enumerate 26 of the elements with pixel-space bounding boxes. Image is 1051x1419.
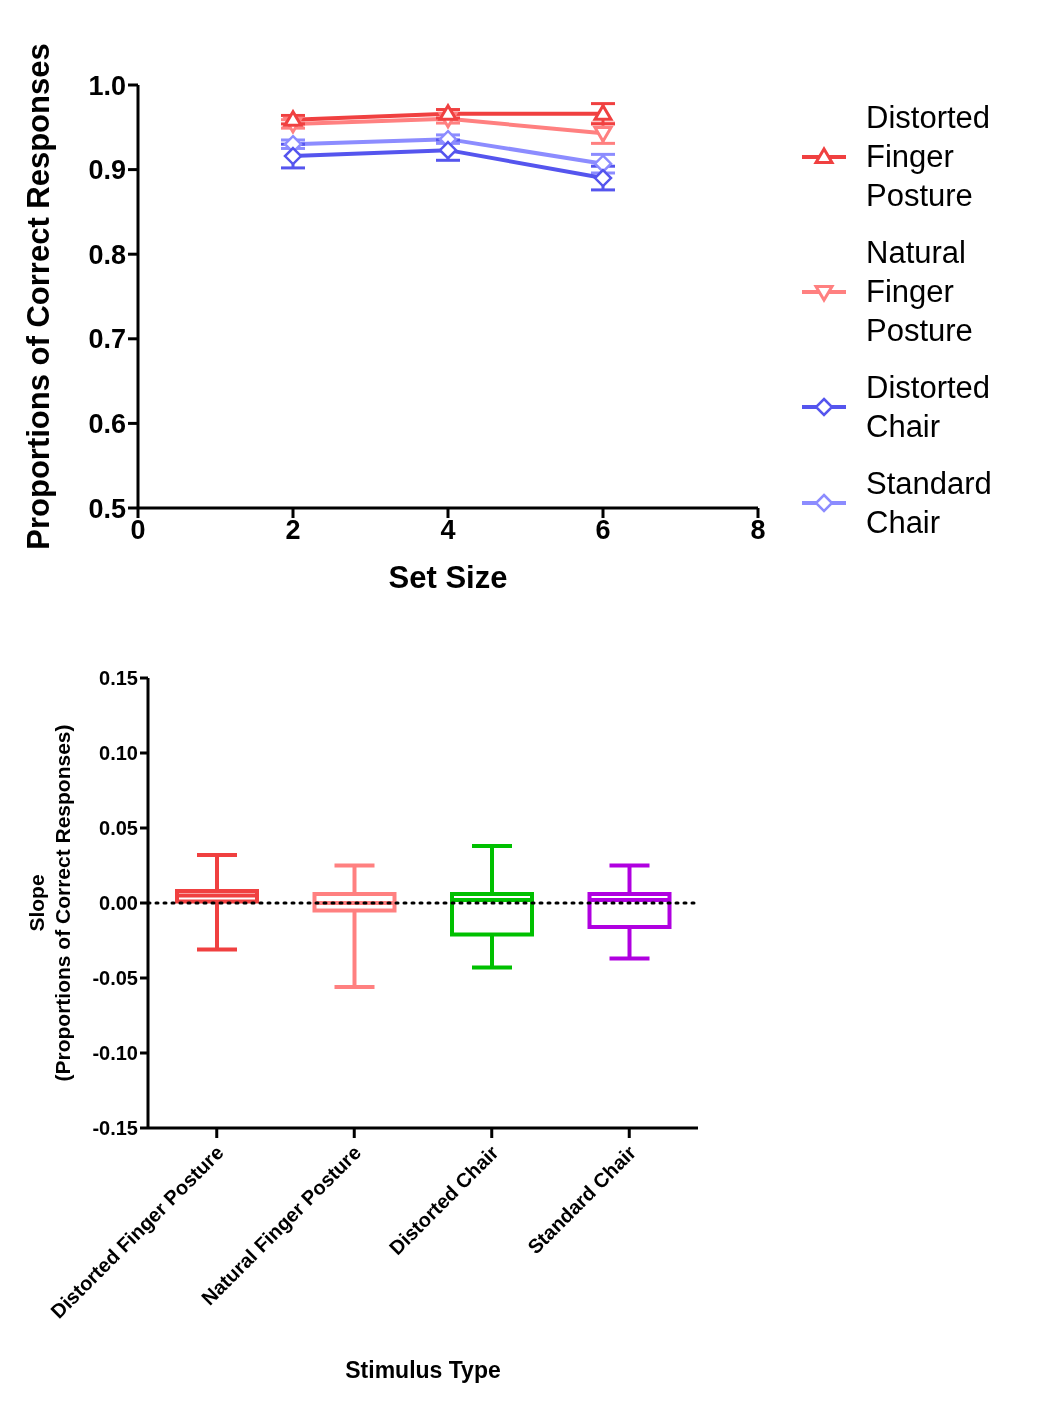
y-axis-title: Proportions of Correct Responses <box>21 43 57 550</box>
y-tick-label: 0.9 <box>88 155 126 186</box>
y-tick-label: 0.05 <box>99 817 138 840</box>
y-tick-label: 0.10 <box>99 742 138 765</box>
y-tick-label: 0.5 <box>88 493 126 524</box>
y-tick-label: 1.0 <box>88 70 126 101</box>
x-axis-title: Stimulus Type <box>345 1357 501 1383</box>
y-tick-label: -0.10 <box>92 1042 138 1065</box>
y-tick-label: 0.7 <box>88 324 126 355</box>
y-tick-label: 0.6 <box>88 408 126 439</box>
y-tick-label: 0.00 <box>99 892 138 915</box>
legend-label: Natural Finger Posture <box>866 234 974 350</box>
x-tick-label: 8 <box>750 515 766 546</box>
x-tick-label: 4 <box>440 515 456 546</box>
y-tick-label: 0.15 <box>99 667 138 690</box>
x-axis-title: Set Size <box>388 560 508 595</box>
y-tick-label: 0.8 <box>88 239 126 270</box>
point <box>438 104 458 121</box>
y-axis-title: Slope (Proportions of Correct Responses) <box>25 724 74 1082</box>
x-tick-label: 0 <box>130 515 146 546</box>
legend-label: Distorted Chair <box>866 369 992 446</box>
x-tick-label: 6 <box>595 515 611 546</box>
y-tick-label: -0.05 <box>92 967 138 990</box>
x-tick-label: 2 <box>285 515 301 546</box>
legend-label: Distorted Finger Posture <box>866 99 992 215</box>
y-tick-label: -0.15 <box>92 1117 138 1140</box>
